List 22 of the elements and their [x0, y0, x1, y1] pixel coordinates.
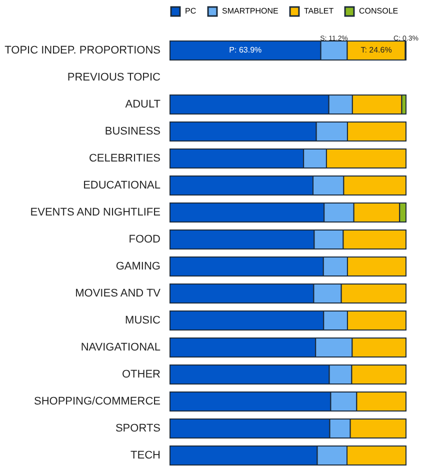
legend-label: CONSOLE — [359, 6, 398, 16]
y-tick-label: CELEBRITIES — [88, 152, 160, 164]
y-tick-label: EDUCATIONAL — [83, 180, 160, 192]
y-tick-label: SPORTS — [115, 422, 160, 434]
y-tick-label: GAMING — [116, 260, 160, 272]
y-tick-label: PREVIOUS TOPIC — [67, 72, 161, 84]
y-tick-label: BUSINESS — [104, 126, 160, 138]
y-tick-label: TECH — [130, 450, 161, 462]
y-tick-label: TOPIC INDEP. PROPORTIONS — [4, 44, 160, 56]
y-tick-label: ADULT — [125, 98, 161, 110]
y-tick-label: SHOPPING/COMMERCE — [34, 396, 160, 408]
y-tick-label: MOVIES AND TV — [75, 288, 162, 300]
y-tick-label: FOOD — [128, 234, 161, 246]
legend-label: PC — [185, 6, 196, 16]
data-label: P: 63.9% — [229, 46, 262, 54]
y-tick-label: OTHER — [122, 368, 161, 380]
y-tick-label: NAVIGATIONAL — [80, 342, 160, 354]
y-tick-label: EVENTS AND NIGHTLIFE — [30, 206, 160, 218]
data-label: T: 24.6% — [360, 46, 392, 54]
legend-label: TABLET — [304, 6, 334, 16]
legend-label: SMARTPHONE — [222, 6, 278, 16]
y-tick-label: MUSIC — [125, 314, 161, 326]
